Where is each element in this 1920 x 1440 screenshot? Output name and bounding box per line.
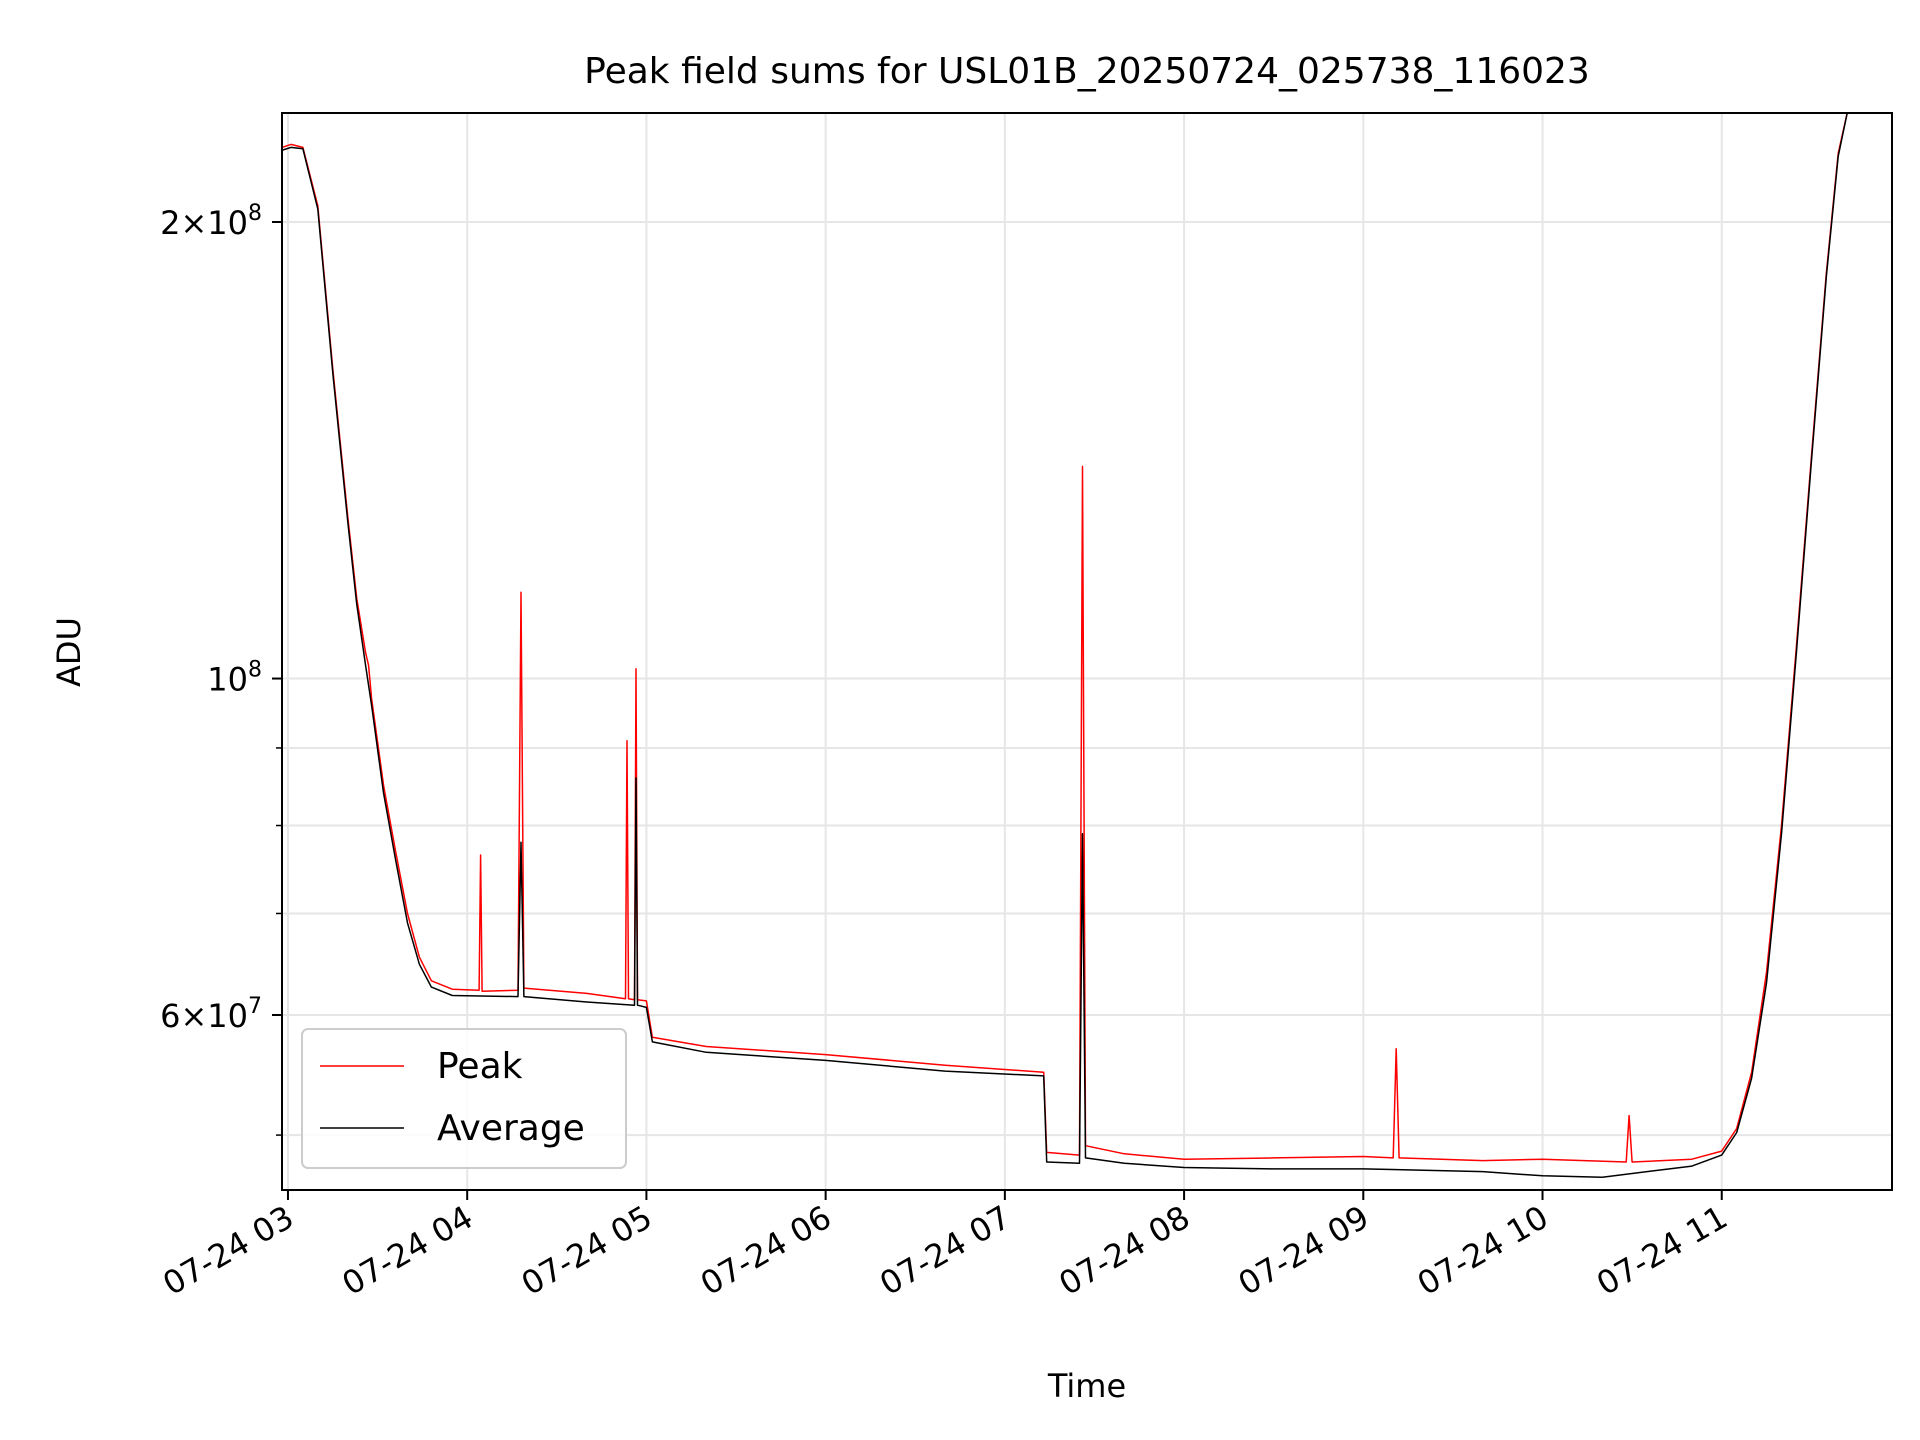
legend: Peak Average [301, 1028, 627, 1169]
y-axis-label: ADU [50, 617, 88, 687]
x-axis-label: Time [1047, 1367, 1126, 1405]
legend-label-peak: Peak [437, 1046, 523, 1087]
legend-label-average: Average [437, 1108, 585, 1149]
y-tick-label: 6×107 [160, 994, 262, 1035]
y-tick-label: 2×108 [160, 201, 262, 242]
y-axis: 6×107 108 2×108 [160, 201, 282, 1136]
chart-title: Peak field sums for USL01B_20250724_0257… [584, 51, 1590, 92]
series-line-average [282, 113, 1848, 1178]
grid [282, 113, 1892, 1190]
series-layer [282, 113, 1848, 1178]
plot-frame [281, 112, 1893, 1191]
legend-box [301, 1028, 627, 1169]
y-tick-label: 108 [207, 658, 262, 699]
series-line-peak [282, 113, 1848, 1163]
